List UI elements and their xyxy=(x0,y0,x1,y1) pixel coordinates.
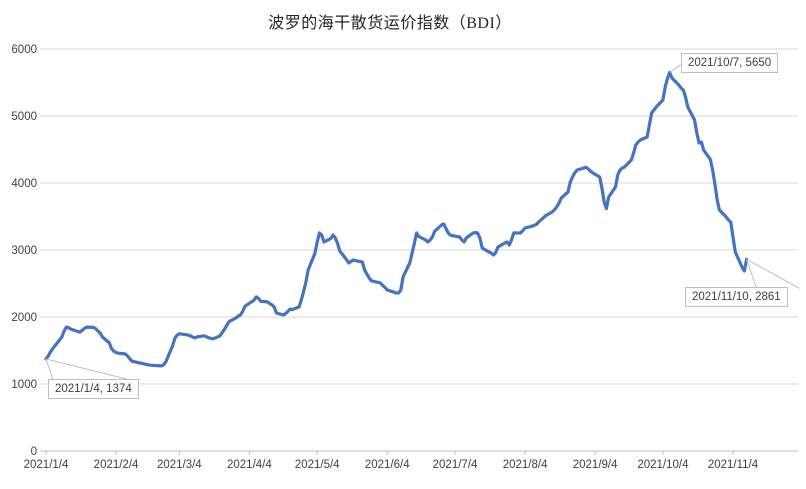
annotation-first-point: 2021/1/4, 1374 xyxy=(48,379,139,399)
svg-text:2021/4/4: 2021/4/4 xyxy=(227,459,272,471)
svg-text:0: 0 xyxy=(31,446,37,458)
annotation-peak-point: 2021/10/7, 5650 xyxy=(681,53,779,73)
svg-text:5000: 5000 xyxy=(11,111,37,123)
svg-text:1000: 1000 xyxy=(11,379,37,391)
svg-text:2021/1/4: 2021/1/4 xyxy=(24,459,69,471)
svg-text:2021/8/4: 2021/8/4 xyxy=(503,459,548,471)
svg-text:3000: 3000 xyxy=(11,245,37,257)
annotation-last-point: 2021/11/10, 2861 xyxy=(685,287,788,307)
svg-text:2021/6/4: 2021/6/4 xyxy=(365,459,410,471)
svg-text:2021/11/4: 2021/11/4 xyxy=(708,459,759,471)
svg-text:2021/2/4: 2021/2/4 xyxy=(94,459,139,471)
svg-text:2021/10/4: 2021/10/4 xyxy=(637,459,689,471)
svg-text:2021/3/4: 2021/3/4 xyxy=(157,459,202,471)
chart-title: 波罗的海干散货运价指数（BDI） xyxy=(268,15,512,32)
svg-text:6000: 6000 xyxy=(11,44,37,56)
svg-text:2021/7/4: 2021/7/4 xyxy=(433,459,478,471)
svg-text:2021/5/4: 2021/5/4 xyxy=(295,459,340,471)
svg-text:2000: 2000 xyxy=(11,312,37,324)
svg-text:2021/9/4: 2021/9/4 xyxy=(573,459,618,471)
svg-text:4000: 4000 xyxy=(11,178,37,190)
